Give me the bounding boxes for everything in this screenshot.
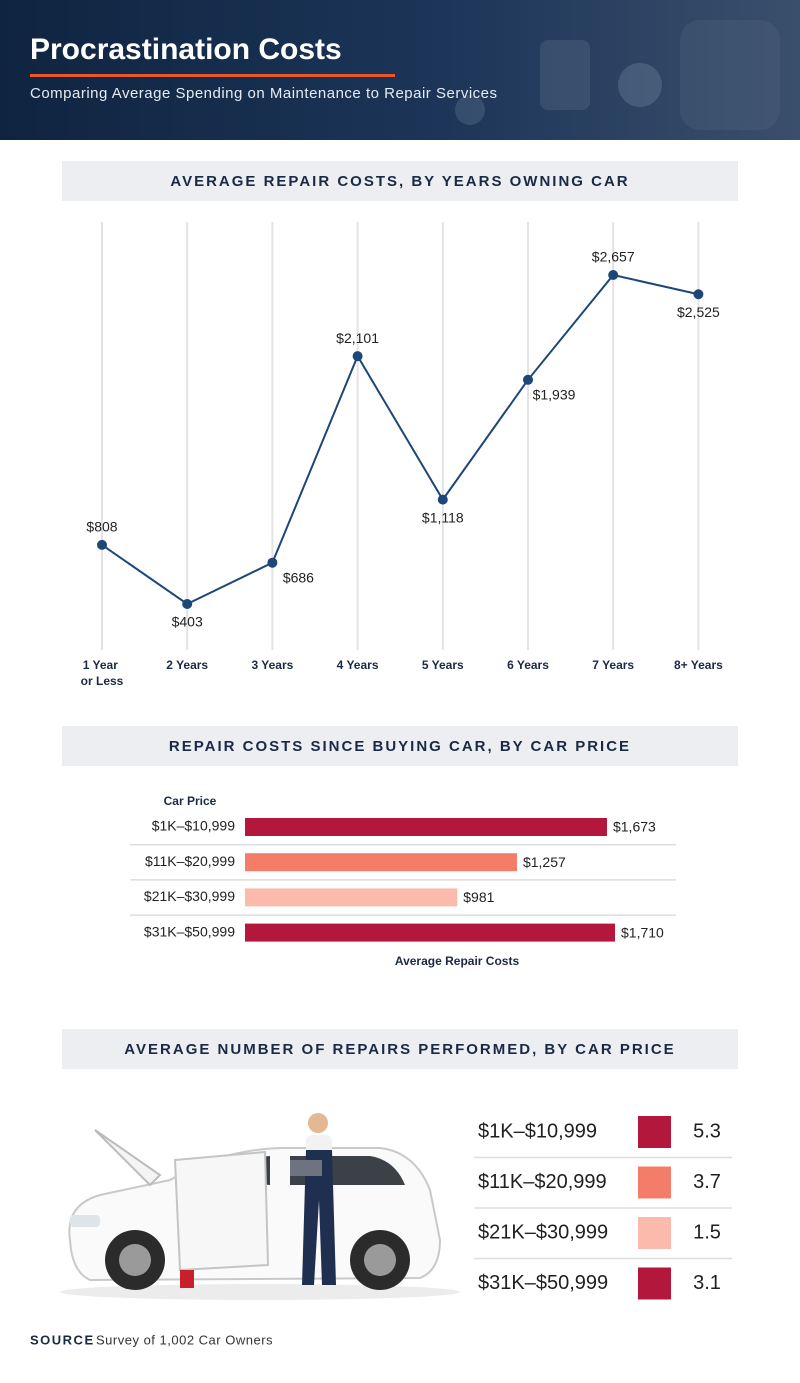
x-tick-label: 2 Years [166,658,208,672]
data-label: $981 [463,889,494,905]
data-label: $808 [86,519,117,535]
x-tick-label: 6 Years [507,658,549,672]
bar [245,923,615,942]
data-label: $1,118 [422,509,464,525]
color-swatch [638,1267,671,1300]
data-label: $1,939 [533,387,576,403]
title-underline [30,74,395,77]
data-label: $403 [172,614,203,630]
data-label: $2,101 [336,330,379,346]
data-label: $686 [283,569,314,585]
bar [245,888,458,907]
row-value: 3.1 [693,1272,721,1294]
row-label: $21K–$30,999 [478,1221,608,1243]
section-title: REPAIR COSTS SINCE BUYING CAR, BY CAR PR… [169,738,631,755]
point [97,539,107,550]
color-swatch [638,1116,671,1148]
y-tick-label: $31K–$50,999 [144,923,235,939]
point [608,270,619,280]
header-background [0,0,800,140]
x-tick-label: 5 Years [422,658,464,672]
row-value: 3.7 [693,1171,721,1193]
row-label: $1K–$10,999 [478,1120,597,1142]
section-band [62,161,738,201]
point [352,351,363,362]
row-label: $31K–$50,999 [478,1272,608,1294]
point [267,557,278,568]
data-label: $1,257 [523,854,566,870]
y-tick-label: $1K–$10,999 [152,818,236,834]
point [523,374,533,385]
x-tick-label: 8+ Years [674,658,723,672]
point [182,599,193,609]
line [101,273,699,606]
y-tick-label: $11K–$20,999 [145,853,235,869]
header-photo [455,20,780,130]
section-title: AVERAGE NUMBER OF REPAIRS PERFORMED, BY … [124,1041,675,1058]
x-tick-label: 4 Years [337,658,379,672]
header-title: Procrastination Costs [30,33,342,66]
point [437,494,448,505]
header-subtitle: Comparing Average Spending on Maintenanc… [30,85,498,102]
bar [245,853,517,872]
section-title: AVERAGE REPAIR COSTS, BY YEARS OWNING CA… [170,173,629,190]
x-tick-label: 1 Year or Less [81,658,124,688]
data-label: $2,525 [677,304,720,320]
x-tick-label-line: 1 Year [83,658,121,672]
data-label: $1,710 [621,924,664,940]
x-tick-label: 7 Years [592,658,634,672]
x-tick-label: 3 Years [251,658,293,672]
color-swatch [638,1166,671,1199]
source-label: SOURCE [30,1332,95,1347]
y-axis-label: Car Price [164,794,217,808]
data-label: $2,657 [592,249,635,265]
y-tick-label: $21K–$30,999 [144,888,235,904]
car-illustration [60,1113,460,1300]
row-value: 5.3 [693,1120,721,1142]
data-label: $1,673 [613,819,656,835]
x-axis-label: Average Repair Costs [395,954,520,968]
row-label: $11K–$20,999 [478,1171,607,1193]
row-value: 1.5 [693,1221,721,1243]
source-text: Survey of 1,002 Car Owners [96,1332,273,1347]
section-band [62,726,738,766]
bar [245,818,607,836]
x-tick-label-line: or Less [81,674,124,688]
color-swatch [638,1217,671,1249]
section-band [62,1029,738,1069]
point [693,289,704,300]
